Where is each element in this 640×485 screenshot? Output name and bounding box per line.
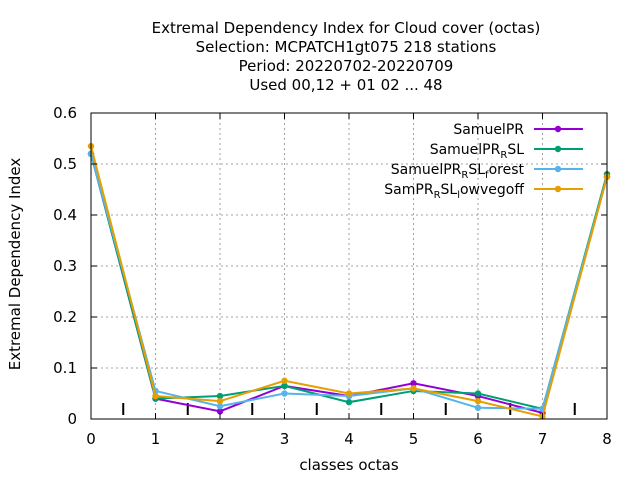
title-line: Extremal Dependency Index for Cloud cove…: [152, 19, 541, 37]
data-point: [345, 390, 353, 397]
chart-title: Extremal Dependency Index for Cloud cove…: [152, 19, 541, 94]
legend-label-part: R: [434, 190, 441, 201]
x-tick-label: 3: [280, 430, 290, 448]
data-point: [474, 404, 482, 411]
data-point: [216, 392, 224, 400]
y-tick-label: 0.6: [53, 104, 77, 122]
legend-label-part: SL: [468, 162, 485, 178]
legend-label-part: l: [457, 190, 460, 201]
x-tick-label: 1: [151, 430, 161, 448]
data-point: [345, 398, 353, 406]
legend-label-part: R: [500, 150, 507, 161]
data-point: [474, 397, 482, 405]
legend-marker: [554, 185, 562, 193]
data-point: [216, 408, 224, 415]
title-line: Period: 20220702-20220709: [239, 57, 454, 75]
series-line: [90, 153, 608, 410]
legend-label-part: f: [485, 170, 489, 181]
y-tick-label: 0.5: [53, 155, 77, 173]
legend-label: SamuelPRRSL: [430, 142, 524, 161]
series-lines: [87, 142, 611, 420]
legend-label-part: orest: [489, 162, 525, 178]
data-point: [281, 377, 288, 384]
y-tick-label: 0: [67, 410, 77, 428]
title-line: Selection: MCPATCH1gt075 218 stations: [196, 38, 497, 56]
legend-label-part: SL: [441, 182, 458, 198]
grid: [91, 113, 607, 419]
y-tick-label: 0.3: [53, 257, 77, 275]
legend-marker: [554, 145, 562, 153]
y-tick-label: 0.2: [53, 308, 77, 326]
inner-ticks: [122, 403, 576, 415]
data-point: [216, 403, 224, 410]
x-tick-label: 0: [86, 430, 96, 448]
legend-label: SamPRRSLlowvegoff: [384, 182, 524, 201]
y-tick-label: 0.1: [53, 359, 77, 377]
legend-marker: [554, 125, 562, 133]
data-point: [281, 390, 288, 397]
legend-label-part: SL: [507, 142, 524, 158]
data-point: [474, 390, 482, 397]
legend-label-part: SamuelPR: [391, 162, 462, 178]
x-tick-label: 8: [602, 430, 612, 448]
title-line: Used 00,12 + 01 02 ... 48: [249, 76, 442, 94]
data-point: [410, 380, 417, 387]
y-axis-ticks: 0 0.1 0.2 0.3 0.4 0.5 0.6: [53, 104, 607, 428]
data-point: [152, 392, 159, 400]
legend-label: SamuelPR: [453, 122, 524, 138]
legend-marker: [554, 165, 562, 173]
data-point: [216, 397, 224, 405]
legend-label-part: SamPR: [384, 182, 434, 198]
data-point: [281, 382, 288, 390]
x-axis-ticks: 0 1 2 3 4 5 6 7 8: [86, 113, 612, 448]
x-axis-label: classes octas: [299, 456, 399, 474]
y-tick-label: 0.4: [53, 206, 77, 224]
series-line: [90, 153, 608, 410]
legend: SamuelPRSamuelPRRSLSamuelPRRSLforestSamP…: [384, 122, 583, 201]
x-tick-label: 4: [344, 430, 354, 448]
series-line: [90, 145, 608, 418]
x-tick-label: 5: [409, 430, 419, 448]
x-tick-label: 7: [538, 430, 548, 448]
legend-label-part: owvegoff: [460, 182, 524, 198]
legend-label: SamuelPRRSLforest: [391, 162, 525, 181]
y-axis-label: Extremal Dependency Index: [6, 158, 24, 371]
x-tick-label: 2: [215, 430, 225, 448]
x-tick-label: 6: [473, 430, 483, 448]
data-point: [410, 385, 417, 392]
legend-label-part: R: [461, 170, 468, 181]
legend-label-part: SamuelPR: [453, 122, 524, 138]
legend-label-part: SamuelPR: [430, 142, 501, 158]
